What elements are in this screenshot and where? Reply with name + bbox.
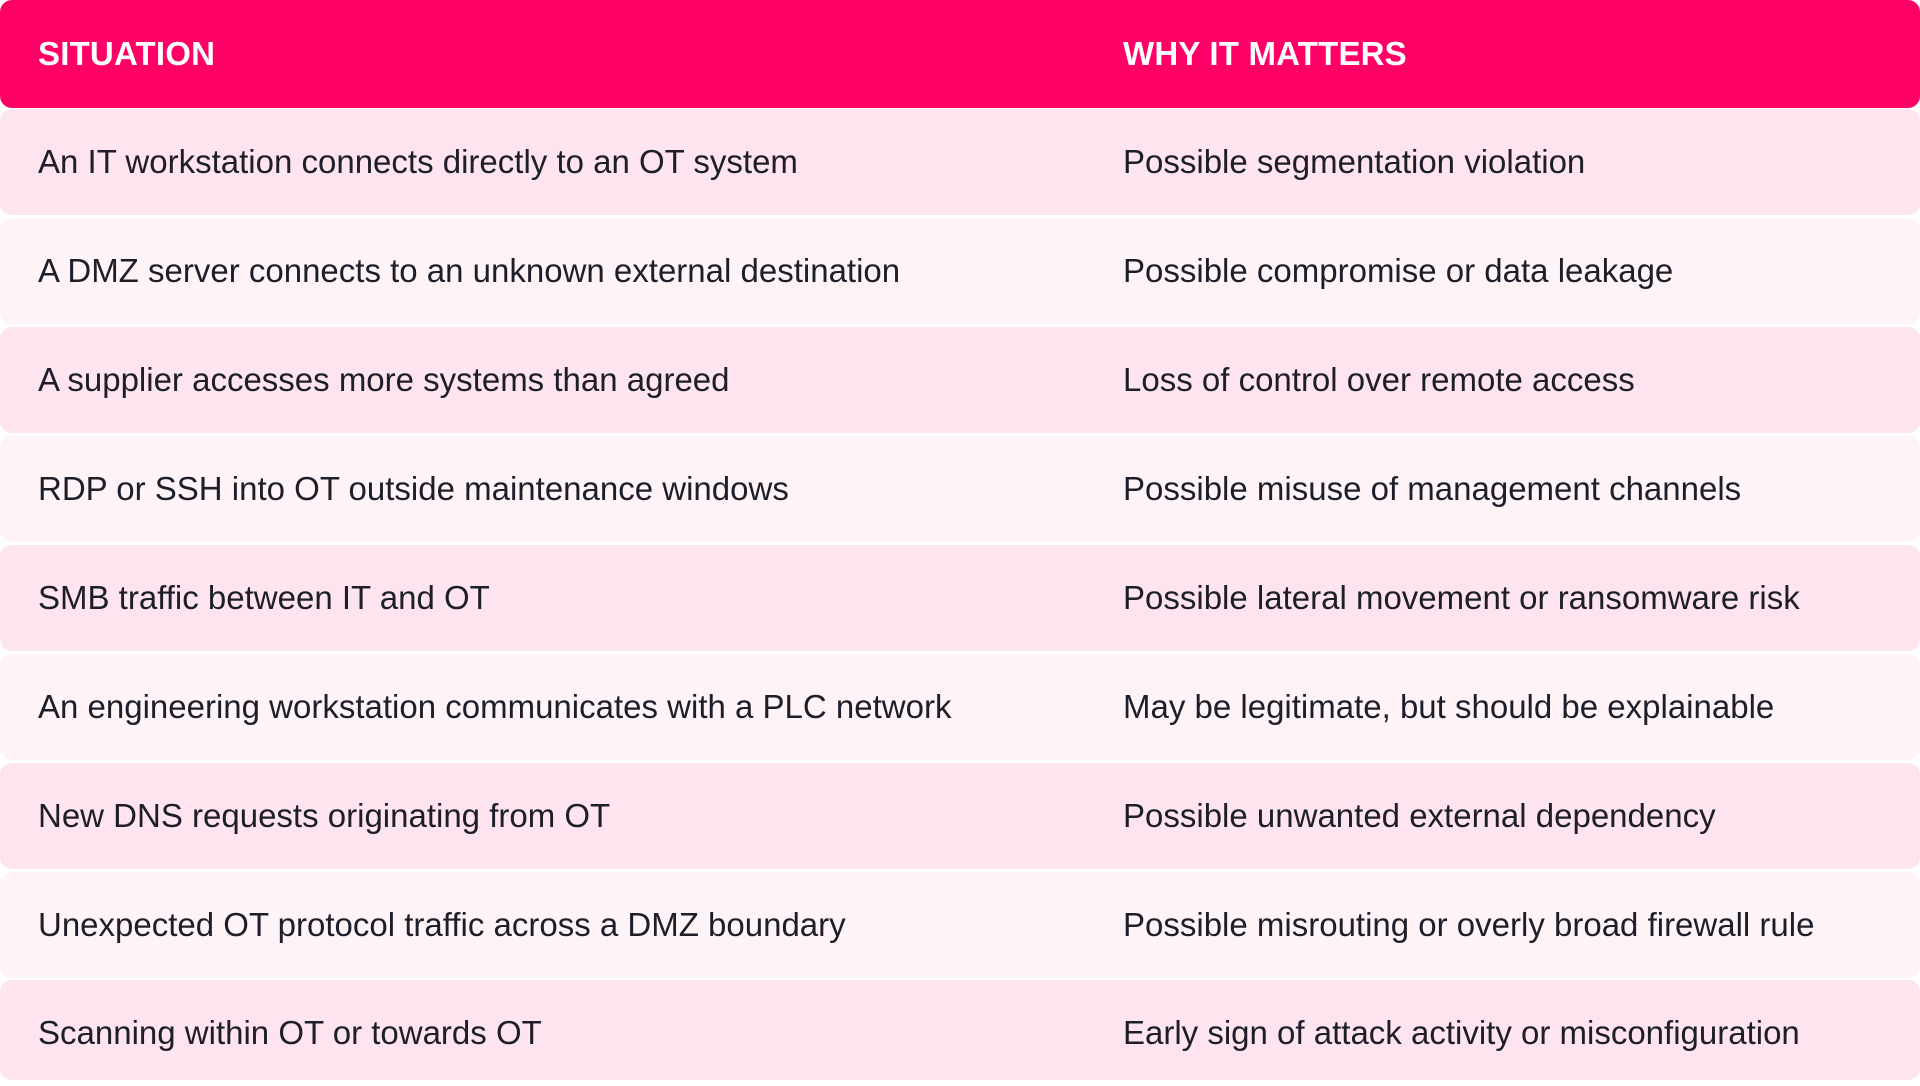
why-it-matters-cell: Possible misuse of management channels — [1123, 470, 1742, 507]
situation-cell: An IT workstation connects directly to a… — [38, 143, 798, 180]
why-it-matters-cell: Possible segmentation violation — [1123, 143, 1586, 180]
table-header: SITUATION WHY IT MATTERS — [0, 0, 1920, 108]
table-row: An engineering workstation communicates … — [0, 654, 1920, 760]
why-it-matters-cell: Possible misrouting or overly broad fire… — [1123, 906, 1815, 943]
table-row: A supplier accesses more systems than ag… — [0, 327, 1920, 433]
why-it-matters-cell: Possible compromise or data leakage — [1123, 252, 1674, 289]
table-row: An IT workstation connects directly to a… — [0, 109, 1920, 215]
table-row: A DMZ server connects to an unknown exte… — [0, 218, 1920, 324]
why-it-matters-cell: Possible lateral movement or ransomware … — [1123, 579, 1800, 616]
situation-cell: New DNS requests originating from OT — [38, 797, 611, 834]
table-row: RDP or SSH into OT outside maintenance w… — [0, 436, 1920, 542]
table-row: SMB traffic between IT and OT Possible l… — [0, 545, 1920, 651]
why-it-matters-cell: Early sign of attack activity or misconf… — [1123, 1014, 1800, 1051]
why-it-matters-cell: May be legitimate, but should be explain… — [1123, 688, 1775, 725]
why-it-matters-cell: Loss of control over remote access — [1123, 361, 1635, 398]
table-row: Scanning within OT or towards OT Early s… — [0, 980, 1920, 1080]
table-row: New DNS requests originating from OT Pos… — [0, 763, 1920, 869]
why-it-matters-cell: Possible unwanted external dependency — [1123, 797, 1716, 834]
situation-cell: RDP or SSH into OT outside maintenance w… — [38, 470, 789, 507]
table-row: Unexpected OT protocol traffic across a … — [0, 872, 1920, 978]
situation-cell: Scanning within OT or towards OT — [38, 1014, 542, 1051]
header-why-it-matters: WHY IT MATTERS — [1123, 35, 1407, 72]
situation-cell: SMB traffic between IT and OT — [38, 579, 490, 616]
situation-cell: An engineering workstation communicates … — [38, 688, 952, 725]
situation-cell: A DMZ server connects to an unknown exte… — [38, 252, 901, 289]
situation-cell: Unexpected OT protocol traffic across a … — [38, 906, 846, 943]
header-situation: SITUATION — [38, 35, 216, 72]
situation-cell: A supplier accesses more systems than ag… — [38, 361, 730, 398]
